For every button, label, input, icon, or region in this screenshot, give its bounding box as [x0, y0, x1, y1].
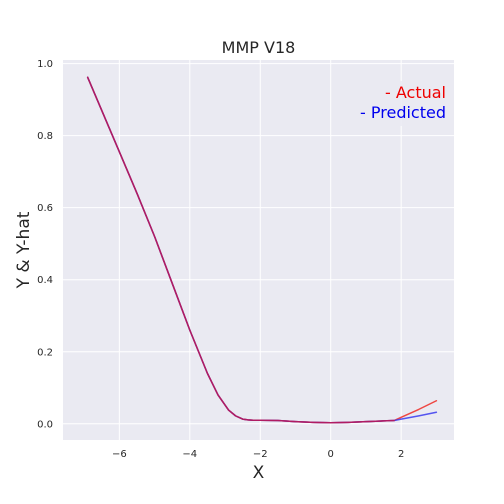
- y-tick-label: 0.6: [37, 203, 53, 214]
- x-tick-label: −6: [112, 449, 127, 460]
- legend-entry-predicted: - Predicted: [360, 103, 446, 122]
- y-tick-label: 0.0: [37, 419, 53, 430]
- y-tick-label: 1.0: [37, 59, 53, 70]
- series-line-overlap: [86, 76, 395, 424]
- legend-box: [354, 81, 449, 126]
- x-tick-label: 0: [328, 449, 334, 460]
- y-tick-labels: 0.0 0.2 0.4 0.6 0.8 1.0: [37, 59, 53, 430]
- y-axis-label: Y & Y-hat: [14, 211, 34, 289]
- series-layer: [86, 76, 438, 424]
- x-tick-label: −4: [182, 449, 197, 460]
- chart-title: MMP V18: [222, 38, 296, 57]
- x-tick-label: −2: [253, 449, 268, 460]
- y-tick-label: 0.8: [37, 131, 53, 142]
- x-tick-label: 2: [398, 449, 404, 460]
- legend: - Actual - Predicted: [354, 81, 449, 126]
- x-axis-label: X: [253, 463, 265, 483]
- legend-entry-actual: - Actual: [385, 83, 446, 102]
- x-tick-labels: −6 −4 −2 0 2: [112, 449, 404, 460]
- y-tick-label: 0.4: [37, 275, 53, 286]
- y-tick-label: 0.2: [37, 347, 53, 358]
